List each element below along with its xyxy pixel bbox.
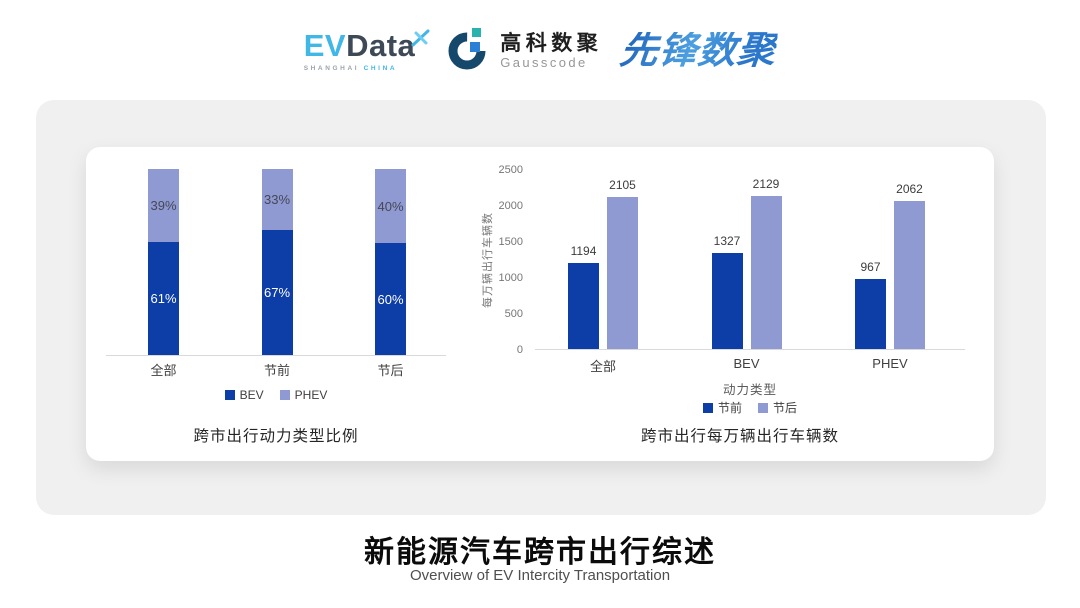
bar-节前 bbox=[711, 253, 743, 349]
legend-label: 节后 bbox=[773, 401, 798, 415]
bar-with-label: 1194 bbox=[568, 244, 599, 349]
grouped-chart-legend: 节前 节后 bbox=[535, 399, 965, 416]
y-tick-label: 2500 bbox=[498, 164, 523, 176]
stacked-chart-plot: 39% 61% 全部 33% 67% 节前 40% 60% 节后 bbox=[106, 169, 446, 378]
grouped-chart-plot: 1194 2105 全部 1327 2129 BEV 967 2062 PHEV bbox=[535, 170, 965, 374]
bar-group: 967 2062 PHEV bbox=[855, 182, 925, 371]
legend-label: 节前 bbox=[717, 401, 742, 415]
gausscode-g-icon bbox=[447, 26, 491, 77]
bar-节前 bbox=[855, 279, 886, 349]
summary-card: 39% 61% 全部 33% 67% 节前 40% 60% 节后 BEV PHEV 跨市出行动力类… bbox=[36, 100, 1046, 515]
evdata-ev-text: EV bbox=[303, 28, 347, 63]
bar-segment-phev: 40% bbox=[375, 169, 406, 244]
bar-segment-phev: 33% bbox=[261, 169, 293, 231]
segment-value-label: 60% bbox=[377, 291, 404, 307]
bar-segment-bev: 67% bbox=[261, 230, 293, 355]
bar-value-label: 2062 bbox=[896, 181, 923, 196]
evdata-data-text: Data bbox=[346, 28, 416, 63]
segment-value-label: 40% bbox=[377, 198, 404, 214]
y-tick-label: 0 bbox=[516, 344, 523, 356]
category-label: 全部 bbox=[150, 363, 177, 378]
category-label: 节前 bbox=[263, 363, 291, 378]
gausscode-en-text: Gausscode bbox=[500, 54, 588, 70]
legend-swatch bbox=[758, 402, 768, 413]
bar-value-label: 2105 bbox=[609, 178, 636, 193]
stacked-bar-column: 40% 60% 节后 bbox=[375, 169, 406, 378]
page-title: 新能源汽车跨市出行综述 bbox=[364, 536, 716, 569]
legend-swatch bbox=[224, 390, 235, 400]
gausscode-cn-text: 高科数聚 bbox=[500, 31, 603, 55]
segment-value-label: 39% bbox=[150, 197, 177, 213]
legend-label: BEV bbox=[239, 388, 264, 402]
evdata-wordmark: EVData bbox=[303, 28, 430, 63]
evdata-logo: EVData SHANGHAI CHINA bbox=[303, 28, 430, 72]
category-label: 全部 bbox=[589, 359, 617, 374]
bar-value-label: 1327 bbox=[713, 234, 741, 249]
bar-segment-bev: 61% bbox=[148, 241, 179, 355]
page-subtitle: Overview of EV Intercity Transportation bbox=[409, 567, 671, 584]
evdata-shanghai-text: SHANGHAI bbox=[303, 65, 360, 72]
segment-value-label: 67% bbox=[263, 285, 291, 301]
y-tick-label: 500 bbox=[504, 308, 523, 320]
bar-with-label: 2062 bbox=[894, 182, 925, 349]
bar-segment-phev: 39% bbox=[148, 169, 179, 242]
evdata-subtext: SHANGHAI CHINA bbox=[304, 65, 397, 72]
sparkle-x-icon bbox=[411, 22, 431, 53]
x-axis-title: 动力类型 bbox=[722, 383, 777, 397]
category-label: BEV bbox=[733, 356, 760, 371]
trips-per-10k-chart: 每万辆出行车辆数 0 500 1000 1500 2000 2500 1194 2105 全部… bbox=[449, 147, 994, 461]
stacked-bar-column: 39% 61% 全部 bbox=[148, 169, 179, 378]
grouped-chart-title: 跨市出行每万辆出行车辆数 bbox=[640, 428, 839, 445]
category-label: PHEV bbox=[872, 356, 908, 371]
evdata-china-text: CHINA bbox=[363, 65, 398, 72]
pioneer-logo: 先锋数聚 bbox=[618, 30, 779, 72]
bar-value-label: 2129 bbox=[752, 176, 780, 191]
bar-with-label: 2129 bbox=[750, 176, 782, 349]
legend-item: 节后 bbox=[758, 399, 797, 416]
bar-value-label: 967 bbox=[860, 260, 881, 275]
bar-value-label: 1194 bbox=[570, 244, 597, 259]
bar-with-label: 2105 bbox=[607, 178, 638, 349]
bar-group: 1194 2105 全部 bbox=[568, 178, 638, 374]
bar-with-label: 1327 bbox=[711, 234, 743, 349]
category-label: 节后 bbox=[377, 363, 404, 378]
segment-value-label: 61% bbox=[150, 290, 177, 306]
y-tick-label: 1000 bbox=[498, 272, 523, 284]
legend-item: BEV bbox=[224, 388, 264, 402]
stacked-chart-legend: BEV PHEV bbox=[106, 388, 446, 402]
legend-swatch bbox=[702, 402, 713, 413]
bar-group: 1327 2129 BEV bbox=[711, 176, 782, 371]
logo-header: EVData SHANGHAI CHINA bbox=[0, 20, 1080, 82]
bar-节后 bbox=[894, 200, 925, 349]
bar-with-label: 967 bbox=[855, 260, 886, 349]
legend-swatch bbox=[279, 390, 290, 400]
legend-item: 节前 bbox=[702, 399, 742, 416]
bar-节后 bbox=[607, 197, 638, 349]
charts-panel: 39% 61% 全部 33% 67% 节前 40% 60% 节后 BEV PHEV 跨市出行动力类… bbox=[86, 147, 994, 461]
gausscode-wordmark: 高科数聚 Gausscode bbox=[500, 32, 602, 70]
segment-value-label: 33% bbox=[263, 192, 291, 208]
stacked-bar-column: 33% 67% 节前 bbox=[261, 169, 293, 378]
stacked-chart-title: 跨市出行动力类型比例 bbox=[193, 428, 359, 445]
y-tick-label: 2000 bbox=[498, 200, 523, 212]
y-tick-label: 1500 bbox=[498, 236, 523, 248]
legend-label: PHEV bbox=[294, 388, 328, 402]
bar-节后 bbox=[750, 195, 782, 349]
y-axis-ticks: 0 500 1000 1500 2000 2500 bbox=[479, 164, 523, 356]
gausscode-logo: 高科数聚 Gausscode bbox=[447, 26, 602, 77]
bar-节前 bbox=[568, 263, 599, 349]
bar-segment-bev: 60% bbox=[375, 243, 406, 355]
power-type-ratio-chart: 39% 61% 全部 33% 67% 节前 40% 60% 节后 BEV PHEV 跨市出行动力类… bbox=[106, 147, 446, 461]
legend-item: PHEV bbox=[279, 388, 328, 402]
